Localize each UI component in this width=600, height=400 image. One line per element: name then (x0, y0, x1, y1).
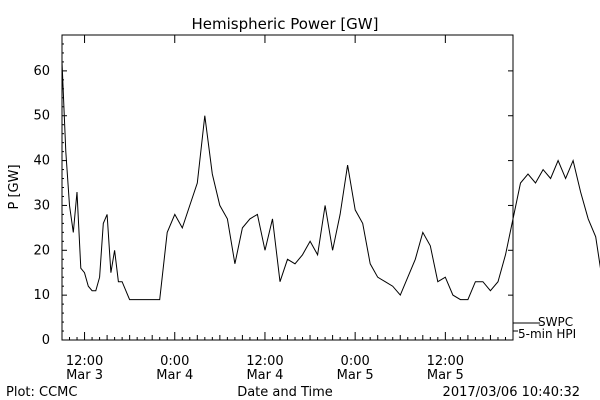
y-tick-label: 30 (33, 198, 50, 213)
legend-label-swpc: SWPC (538, 315, 573, 329)
footer-timestamp: 2017/03/06 10:40:32 (443, 385, 580, 400)
y-tick-label: 20 (33, 243, 50, 258)
x-tick-date-label: Mar 5 (427, 368, 464, 383)
chart-title: Hemispheric Power [GW] (192, 15, 379, 33)
y-tick-label: 50 (33, 109, 50, 124)
x-tick-date-label: Mar 5 (337, 368, 374, 383)
legend-label-5-min-hpi: 5-min HPI (518, 327, 576, 341)
x-tick-time-label: 0:00 (160, 354, 189, 369)
series-line-5-min-hpi (61, 61, 600, 301)
x-tick-date-label: Mar 4 (246, 368, 283, 383)
y-axis-ticks: 0 10 20 30 40 50 60 (33, 34, 513, 348)
x-axis-label: Date and Time (237, 385, 333, 400)
x-tick-time-label: 12:00 (427, 354, 464, 369)
y-axis-label: P [GW] (7, 164, 22, 209)
x-tick-date-label: Mar 3 (66, 368, 103, 383)
y-tick-label: 0 (42, 333, 50, 348)
legend: SWPC 5-min HPI (513, 315, 576, 341)
y-tick-label: 10 (33, 288, 50, 303)
y-tick-label: 60 (33, 64, 50, 79)
footer-plot-credit: Plot: CCMC (6, 385, 77, 400)
x-tick-time-label: 12:00 (246, 354, 283, 369)
x-tick-time-label: 12:00 (66, 354, 103, 369)
y-tick-label: 40 (33, 154, 50, 169)
x-tick-time-label: 0:00 (341, 354, 370, 369)
plot-frame (61, 34, 514, 341)
x-tick-date-label: Mar 4 (156, 368, 193, 383)
